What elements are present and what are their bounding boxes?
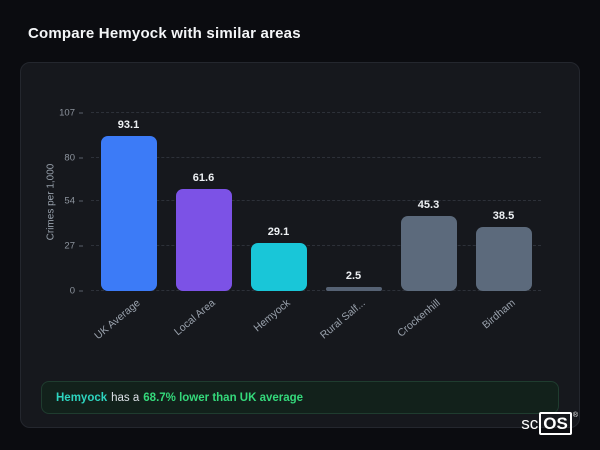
- plot-area: 93.1 UK Average 61.6 Local Area 29.1 Hemyock 2…: [59, 108, 541, 342]
- y-axis-tick: 0: [70, 286, 83, 297]
- scos-logo[interactable]: sc OS ®: [521, 412, 578, 435]
- bar-uk-average[interactable]: [100, 136, 157, 291]
- x-axis-label: Rural Salf...: [317, 297, 368, 342]
- x-axis-label: Hemyock: [250, 297, 293, 335]
- y-axis-title: Crimes per 1,000: [45, 163, 57, 241]
- logo-suffix: OS: [539, 412, 572, 435]
- gridline: [91, 112, 541, 113]
- gridline: [91, 245, 541, 247]
- bar-value-label: 2.5: [345, 269, 362, 282]
- bar-value-label: 45.3: [417, 198, 440, 211]
- summary-area-name: Hemyock: [56, 391, 108, 404]
- bar-group: 38.5 Birdham: [466, 113, 541, 331]
- bar-value-label: 38.5: [492, 209, 515, 222]
- gridline: [91, 200, 541, 202]
- y-axis-tick: 54: [64, 196, 83, 207]
- bars: 93.1 UK Average 61.6 Local Area 29.1 Hemyock 2…: [91, 113, 541, 342]
- bar-group: 93.1 UK Average: [91, 113, 166, 342]
- summary-note: Hemyock has a 68.7% lower than UK averag…: [41, 381, 559, 414]
- gridline: [91, 156, 541, 158]
- bar-value-label: 61.6: [192, 171, 215, 184]
- x-axis-label: Crockenhill: [394, 297, 443, 340]
- bar-crockenhill[interactable]: [400, 215, 457, 291]
- x-axis-label: UK Average: [91, 297, 143, 343]
- summary-highlight: 68.7% lower than UK average: [143, 391, 304, 404]
- y-axis-tick: 107: [59, 108, 83, 119]
- y-axis-tick: 80: [64, 152, 83, 163]
- summary-middle-text: has a: [111, 391, 140, 404]
- x-axis-label: Local Area: [171, 297, 218, 339]
- gridline: [91, 290, 541, 291]
- x-axis-label: Birdham: [479, 297, 518, 332]
- bar-value-label: 29.1: [267, 225, 290, 238]
- bar-value-label: 93.1: [117, 119, 140, 132]
- bar-hemyock[interactable]: [250, 242, 307, 291]
- logo-prefix: sc: [521, 414, 539, 433]
- bar-group: 61.6 Local Area: [166, 113, 241, 338]
- chart-card: Crimes per 1,000 93.1 UK Average 61.6 Local…: [20, 62, 580, 428]
- bar-birdham[interactable]: [475, 226, 532, 291]
- bar-group: 2.5 Rural Salf...: [316, 113, 391, 341]
- page-title: Compare Hemyock with similar areas: [28, 25, 301, 42]
- bar-local-area[interactable]: [175, 188, 232, 291]
- bar-group: 29.1 Hemyock: [241, 113, 316, 334]
- y-axis-tick: 27: [64, 241, 83, 252]
- bar-group: 45.3 Crockenhill: [391, 113, 466, 340]
- registered-trademark-icon: ®: [572, 412, 578, 419]
- bar-rural-salf[interactable]: [325, 286, 382, 291]
